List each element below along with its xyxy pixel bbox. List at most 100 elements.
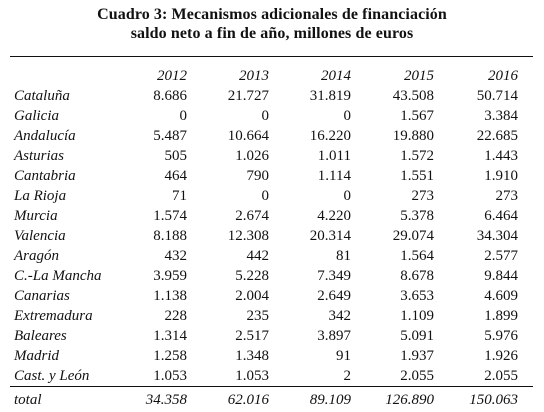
region-cell: Andalucía	[14, 128, 76, 144]
value-cell: 1.551	[400, 168, 434, 184]
table-row: Aragón 432 442 81 1.564 2.577	[14, 246, 518, 266]
value-cell: 50.714	[476, 88, 518, 104]
value-cell: 22.685	[476, 128, 518, 144]
year-header: 2012	[157, 68, 187, 84]
value-cell: 342	[328, 308, 352, 324]
table-body: Cataluña 8.686 21.727 31.819 43.508 50.714 Gal…	[14, 86, 518, 386]
value-cell: 8.678	[400, 268, 434, 284]
total-cell: 34.358	[145, 392, 187, 408]
value-cell: 1.937	[400, 348, 434, 364]
year-header: 2016	[488, 68, 518, 84]
value-cell: 442	[246, 248, 270, 264]
value-cell: 1.114	[317, 168, 351, 184]
value-cell: 0	[261, 108, 270, 124]
region-cell: Valencia	[14, 228, 66, 244]
value-cell: 0	[343, 108, 352, 124]
value-cell: 1.011	[317, 148, 351, 164]
top-rule	[10, 56, 533, 57]
value-cell: 1.053	[235, 368, 269, 384]
total-label: total	[14, 392, 42, 408]
value-cell: 8.686	[153, 88, 187, 104]
bottom-rule	[10, 386, 533, 387]
region-cell: Extremadura	[14, 308, 93, 324]
value-cell: 432	[164, 248, 188, 264]
value-cell: 1.109	[400, 308, 434, 324]
table-row: Galicia 0 0 0 1.567 3.384	[14, 106, 518, 126]
total-cell: 126.890	[385, 392, 434, 408]
value-cell: 31.819	[309, 88, 351, 104]
total-cell: 89.109	[309, 392, 351, 408]
table-row: Extremadura 228 235 342 1.109 1.899	[14, 306, 518, 326]
value-cell: 235	[246, 308, 270, 324]
total-row: total 34.358 62.016 89.109 126.890 150.0…	[14, 386, 518, 412]
value-cell: 0	[343, 188, 352, 204]
value-cell: 71	[172, 188, 187, 204]
value-cell: 16.220	[309, 128, 351, 144]
value-cell: 1.138	[153, 288, 187, 304]
value-cell: 12.308	[227, 228, 269, 244]
value-cell: 20.314	[309, 228, 351, 244]
value-cell: 5.976	[484, 328, 518, 344]
value-cell: 5.228	[235, 268, 269, 284]
value-cell: 2.674	[235, 208, 269, 224]
value-cell: 2.577	[484, 248, 518, 264]
table-row: Asturias 505 1.026 1.011 1.572 1.443	[14, 146, 518, 166]
value-cell: 1.926	[484, 348, 518, 364]
value-cell: 2	[343, 368, 352, 384]
year-header: 2013	[239, 68, 269, 84]
value-cell: 228	[164, 308, 188, 324]
region-header	[14, 66, 110, 86]
region-cell: Murcia	[14, 208, 58, 224]
table-row: C.-La Mancha 3.959 5.228 7.349 8.678 9.844	[14, 266, 518, 286]
table-row: Baleares 1.314 2.517 3.897 5.091 5.976	[14, 326, 518, 346]
value-cell: 19.880	[392, 128, 434, 144]
value-cell: 29.074	[392, 228, 434, 244]
table-row: Andalucía 5.487 10.664 16.220 19.880 22.685	[14, 126, 518, 146]
region-cell: Madrid	[14, 348, 59, 364]
value-cell: 3.959	[153, 268, 187, 284]
value-cell: 43.508	[392, 88, 434, 104]
region-cell: Asturias	[14, 148, 65, 164]
value-cell: 21.727	[227, 88, 269, 104]
value-cell: 2.004	[235, 288, 269, 304]
value-cell: 3.897	[317, 328, 351, 344]
region-cell: Cast. y León	[14, 368, 90, 384]
table-row: Cantabria 464 790 1.114 1.551 1.910	[14, 166, 518, 186]
value-cell: 1.258	[153, 348, 187, 364]
value-cell: 6.464	[484, 208, 518, 224]
region-cell: Cantabria	[14, 168, 76, 184]
value-cell: 1.567	[400, 108, 434, 124]
table-subtitle: saldo neto a fin de año, millones de eur…	[130, 25, 414, 42]
value-cell: 81	[336, 248, 351, 264]
table-row: Cataluña 8.686 21.727 31.819 43.508 50.714	[14, 86, 518, 106]
value-cell: 2.055	[400, 368, 434, 384]
header-row: 2012 2013 2014 2015 2016	[14, 66, 518, 86]
financing-table: 2012 2013 2014 2015 2016 Cataluña 8.686 21…	[14, 66, 518, 412]
value-cell: 2.517	[235, 328, 269, 344]
value-cell: 464	[164, 168, 188, 184]
value-cell: 790	[246, 168, 270, 184]
value-cell: 1.026	[235, 148, 269, 164]
value-cell: 1.348	[235, 348, 269, 364]
year-header: 2015	[404, 68, 434, 84]
value-cell: 0	[179, 108, 188, 124]
value-cell: 4.609	[484, 288, 518, 304]
value-cell: 2.055	[484, 368, 518, 384]
value-cell: 3.653	[400, 288, 434, 304]
total-cell: 150.063	[469, 392, 518, 408]
value-cell: 1.564	[400, 248, 434, 264]
value-cell: 1.443	[484, 148, 518, 164]
region-cell: La Rioja	[14, 188, 67, 204]
table-row: Madrid 1.258 1.348 91 1.937 1.926	[14, 346, 518, 366]
value-cell: 505	[164, 148, 188, 164]
value-cell: 34.304	[476, 228, 518, 244]
region-cell: Baleares	[14, 328, 67, 344]
region-cell: Galicia	[14, 108, 59, 124]
value-cell: 273	[495, 188, 519, 204]
region-cell: C.-La Mancha	[14, 268, 102, 284]
value-cell: 1.899	[484, 308, 518, 324]
table-row: Valencia 8.188 12.308 20.314 29.074 34.304	[14, 226, 518, 246]
table-row: Murcia 1.574 2.674 4.220 5.378 6.464	[14, 206, 518, 226]
value-cell: 1.910	[484, 168, 518, 184]
